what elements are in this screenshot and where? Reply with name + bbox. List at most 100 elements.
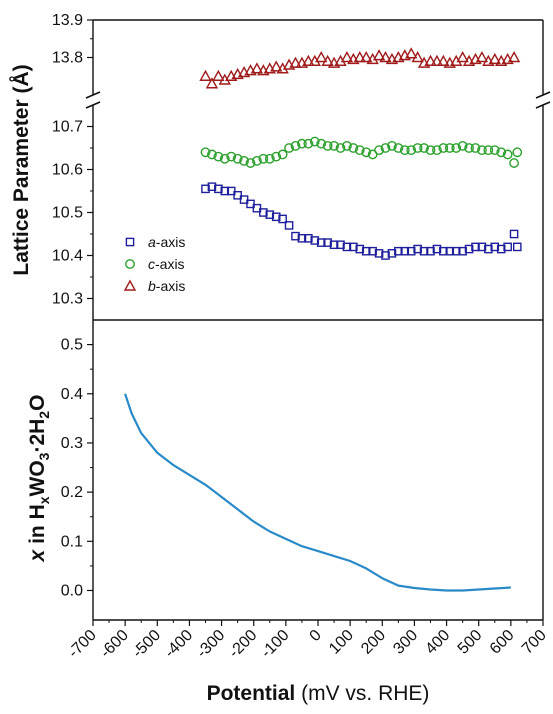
y-tick-label-bottom: 0.1: [61, 533, 83, 550]
a-axis-point: [490, 242, 500, 252]
b-axis-point: [250, 62, 264, 74]
axis-labels: Lattice Parameter (Å) x in HxWO3·2H2O Pote…: [9, 64, 429, 705]
right-break-mark-2: [535, 101, 551, 109]
x-tick-label: 600: [487, 627, 518, 658]
a-axis-point: [304, 233, 313, 243]
a-axis-point: [233, 190, 242, 200]
b-axis-point: [212, 69, 225, 81]
c-axis-point: [239, 155, 249, 166]
c-axis-point: [374, 145, 384, 156]
a-axis-point: [246, 199, 255, 209]
y-tick-label-lower: 10.6: [52, 162, 83, 179]
a-axis-point: [381, 251, 390, 260]
c-axis-point: [502, 149, 513, 160]
y-tick-label-lower: 10.3: [52, 291, 83, 308]
composition-curve: [124, 393, 511, 592]
a-axis-point: [297, 233, 307, 243]
a-axis-point: [214, 184, 223, 194]
c-axis-point: [451, 143, 462, 153]
x-tick-label: -700: [65, 627, 100, 662]
x-tick-label: -600: [97, 627, 132, 662]
b-axis-point: [430, 54, 444, 66]
c-axis-point: [483, 145, 494, 156]
c-axis-point: [361, 147, 372, 158]
x-tick-label: -500: [129, 627, 164, 662]
c-axis-point: [354, 145, 365, 156]
b-axis-point: [302, 54, 315, 66]
a-axis-point: [374, 249, 384, 258]
lower-panel-line: [124, 393, 511, 592]
y-tick-label-bottom: 0.2: [61, 484, 83, 501]
legend-label-c-axis: c-axis: [148, 256, 185, 272]
c-axis-point: [297, 138, 307, 149]
a-axis-point: [349, 242, 358, 252]
c-axis-point: [329, 140, 339, 151]
a-axis-point: [336, 240, 345, 250]
x-tick-label: -400: [162, 627, 197, 662]
a-axis-point: [509, 229, 519, 239]
a-axis-point: [512, 242, 522, 252]
a-axis-point: [484, 244, 493, 254]
right-break-mark-1: [535, 91, 551, 99]
b-axis-point: [372, 49, 386, 61]
y-tick-label-bottom: 0.4: [61, 386, 83, 403]
a-axis-point: [220, 186, 230, 196]
b-axis-point: [340, 51, 354, 63]
c-axis-point: [477, 145, 487, 156]
a-axis-point: [323, 238, 332, 247]
x-tick-label: 700: [519, 627, 550, 658]
a-axis-point: [471, 242, 480, 252]
c-axis-point: [438, 143, 449, 153]
upper-panel-markers: [199, 47, 523, 260]
a-axis-point: [451, 246, 461, 256]
b-axis-point: [199, 69, 212, 81]
x-tick-label: 300: [390, 627, 421, 658]
y-tick-label-bottom: 0.0: [61, 582, 83, 599]
c-axis-point: [264, 153, 275, 164]
x-tick-label: 100: [326, 627, 357, 658]
c-axis-point: [232, 153, 243, 164]
a-axis-point: [503, 242, 512, 252]
b-axis-point: [456, 51, 469, 63]
c-axis-point: [412, 143, 423, 153]
b-axis-point: [315, 51, 328, 63]
c-axis-point: [258, 153, 269, 164]
a-axis-point: [265, 210, 275, 219]
c-axis-point: [277, 149, 288, 160]
c-axis-point: [219, 153, 230, 164]
c-axis-point: [387, 140, 397, 151]
a-axis-point: [278, 214, 287, 224]
a-axis-point: [394, 246, 403, 256]
c-axis-point: [226, 151, 237, 162]
c-axis-point: [464, 143, 474, 153]
a-axis-point: [419, 246, 429, 256]
a-axis-point: [284, 221, 294, 230]
c-axis-point: [342, 140, 352, 151]
c-axis-point: [489, 145, 500, 156]
c-axis-point: [252, 155, 262, 166]
c-axis-point: [245, 158, 256, 168]
y-tick-label-bottom: 0.5: [61, 337, 83, 354]
c-axis-point: [335, 143, 346, 153]
a-axis-point: [291, 231, 300, 241]
a-axis-point: [316, 238, 326, 247]
b-axis-point: [507, 51, 521, 63]
a-axis-point: [406, 246, 416, 256]
a-axis-point: [387, 249, 397, 258]
x-tick-label: 0: [307, 627, 325, 645]
axis-ticks: 13.8 13.9 10.3 10.4 10.5 10.6 10.7 0.0 0.1 0.2 0.3…: [52, 12, 550, 661]
c-axis-point: [316, 138, 327, 149]
c-axis-point: [380, 143, 391, 153]
a-axis-point: [464, 244, 474, 254]
a-axis-point: [239, 195, 249, 204]
b-axis-point: [289, 56, 302, 68]
c-axis-point: [444, 143, 455, 153]
b-axis-point: [488, 52, 501, 65]
b-axis-point: [424, 54, 437, 66]
a-axis-point: [201, 184, 210, 194]
left-break-mark-2: [85, 101, 101, 109]
c-axis-point: [303, 138, 314, 149]
legend-label-a-axis: a-axis: [148, 234, 185, 250]
c-axis-point: [470, 143, 481, 153]
